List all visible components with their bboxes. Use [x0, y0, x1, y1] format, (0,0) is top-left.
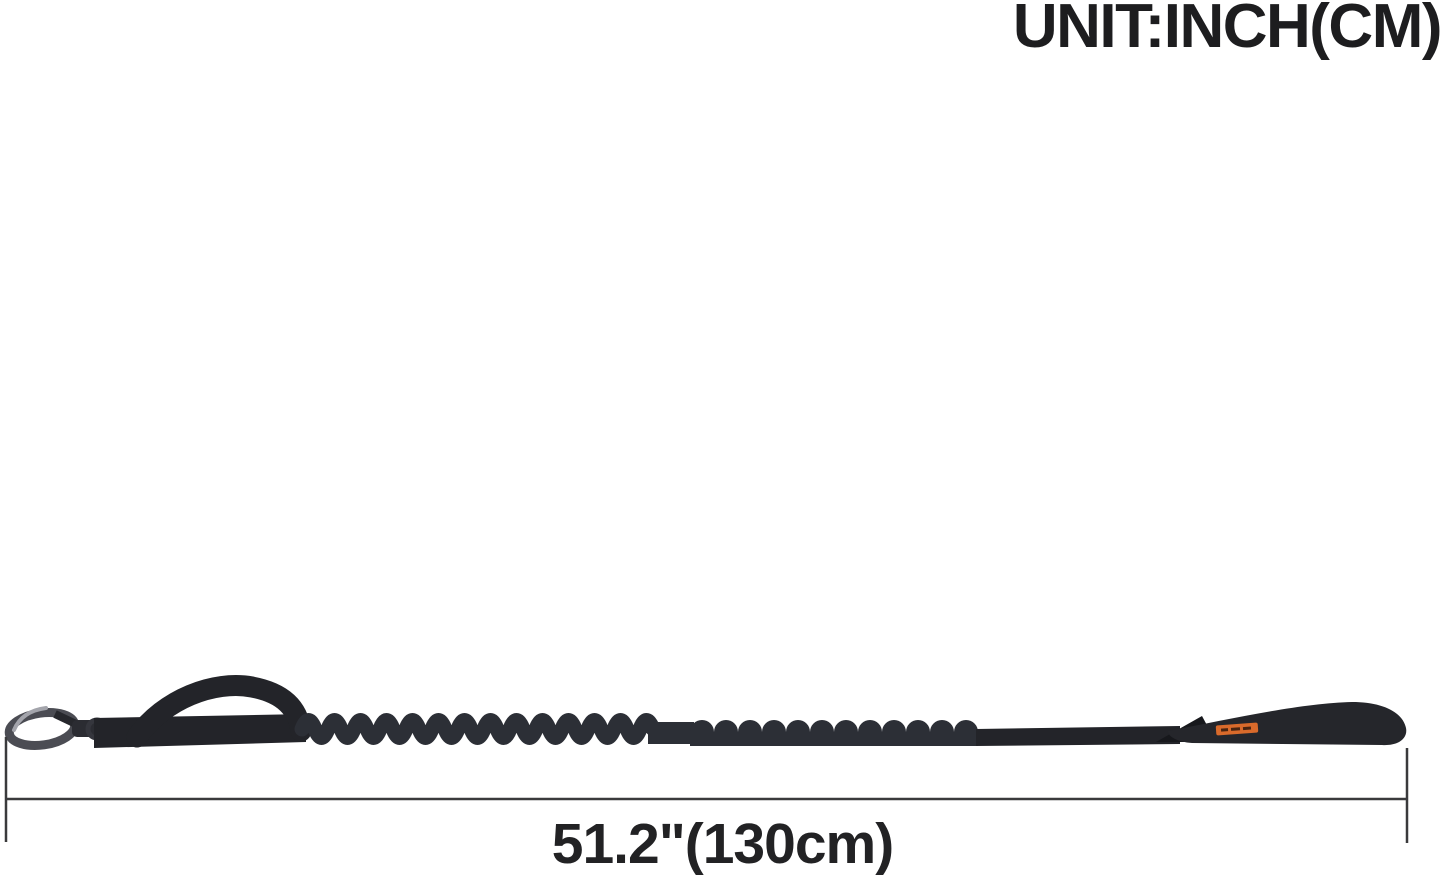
- traffic-handle-loop: [126, 675, 312, 748]
- carabiner-gate: [53, 710, 78, 728]
- unit-label: UNIT:INCH(CM): [1012, 0, 1443, 61]
- carabiner-clasp: [4, 706, 109, 750]
- webbing-strap: [94, 714, 306, 748]
- carabiner-ring: [4, 708, 80, 750]
- carabiner-highlight: [12, 706, 48, 732]
- bungee-connector: [648, 722, 694, 744]
- brand-tag: [1215, 722, 1259, 736]
- bungee-large-coils: [690, 720, 978, 746]
- brand-tag-text-marks: [1220, 726, 1252, 732]
- flat-webbing: [976, 726, 1180, 746]
- dimension-line: [4, 737, 1409, 843]
- dimension-label: 51.2"(130cm): [551, 812, 894, 876]
- leash-graphic: [4, 675, 1407, 750]
- bungee-small-coils: [294, 713, 661, 745]
